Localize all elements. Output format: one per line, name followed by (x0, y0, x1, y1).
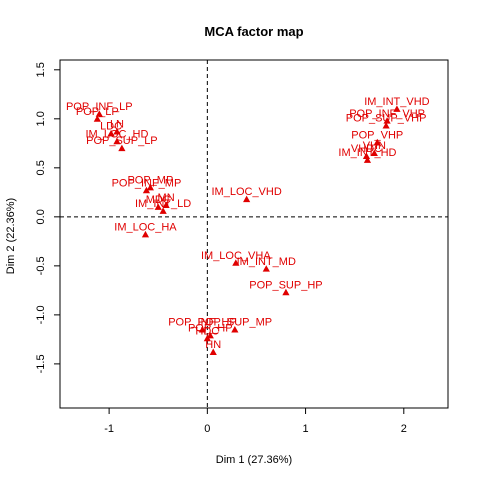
point-marker (206, 331, 214, 339)
point-marker (118, 144, 126, 152)
point-marker (370, 149, 378, 157)
point-marker (243, 195, 251, 203)
x-axis: -1 0 1 2 (104, 408, 407, 435)
point-label: POP_LP (76, 106, 119, 118)
y-tick-label: 1.5 (35, 62, 47, 77)
point-label: HDC (195, 325, 219, 337)
point-label: POP_SUP_LP (86, 135, 158, 147)
x-tick-label: 1 (303, 423, 309, 435)
point-label: MDC (146, 194, 171, 206)
point-marker (393, 105, 401, 112)
point-label: POP_INF_MP (112, 177, 182, 189)
point-marker (93, 115, 101, 122)
chart-title: MCA factor map (204, 24, 303, 39)
point-label: IM_LOC_HD (85, 128, 148, 140)
point-label: MN (158, 192, 175, 204)
point-label: POP_VHP (351, 129, 403, 141)
point-label: IM_INT_VHD (364, 96, 429, 108)
y-tick-label: 0.0 (35, 209, 47, 224)
data-points: POP_INF_LPPOP_LPLDCLNIM_LOC_HDPOP_SUP_LP… (66, 96, 430, 356)
point-marker (142, 186, 151, 194)
y-tick-label: -1.0 (35, 305, 47, 324)
plot-frame (59, 59, 449, 409)
point-label: IM_INT_MD (237, 256, 296, 268)
point-marker (282, 288, 290, 296)
point-marker (154, 203, 162, 210)
point-label: POP_INF_HP (168, 317, 236, 329)
point-marker (113, 127, 121, 135)
point-marker (382, 122, 390, 129)
point-marker (198, 325, 207, 333)
point-marker (159, 207, 167, 214)
point-label: POP_SUP_HP (249, 279, 322, 291)
point-marker (95, 110, 103, 117)
point-marker (232, 259, 240, 266)
point-marker (107, 129, 115, 137)
y-tick-label: -0.5 (35, 256, 47, 275)
point-marker (162, 201, 170, 208)
point-label: POP_INF_LP (66, 101, 133, 113)
y-tick-label: 1.0 (35, 111, 47, 126)
point-label: POP_HP (188, 322, 233, 334)
point-label: IM_INT_LD (135, 198, 191, 210)
point-label: POP_INF_VHP (349, 108, 425, 120)
x-axis-label: Dim 1 (27.36%) (216, 454, 292, 466)
point-marker (363, 156, 372, 163)
point-label: VHN (363, 140, 386, 152)
point-label: IM_LOC_HA (114, 221, 177, 233)
x-tick-label: 0 (204, 423, 210, 435)
point-marker (209, 348, 217, 356)
point-marker (113, 137, 121, 145)
y-tick-label: 0.5 (35, 160, 47, 175)
point-marker (262, 265, 270, 272)
point-marker (373, 138, 381, 146)
y-tick-label: -1.5 (35, 354, 47, 373)
point-label: POP_SUP_VHP (346, 113, 427, 125)
point-label: POP_MP (127, 174, 173, 186)
y-axis: -1.5 -1.0 -0.5 0.0 0.5 1.0 1.5 (35, 62, 60, 373)
point-label: IM_LOC_VHA (201, 250, 271, 262)
x-tick-label: -1 (104, 423, 114, 435)
x-tick-label: 2 (401, 423, 407, 435)
point-marker (141, 230, 150, 238)
point-label: IM_INT_HD (338, 147, 396, 159)
y-axis-label: Dim 2 (22.36%) (5, 198, 17, 274)
reference-lines (60, 60, 448, 408)
point-label: POP_SUP_MP (198, 317, 273, 329)
point-marker (146, 183, 154, 191)
point-marker (362, 152, 371, 159)
point-label: LN (110, 119, 124, 131)
point-marker (383, 117, 391, 124)
point-marker (231, 325, 239, 333)
point-label: HN (205, 339, 221, 351)
point-label: IM_LOC_VHD (211, 186, 281, 198)
